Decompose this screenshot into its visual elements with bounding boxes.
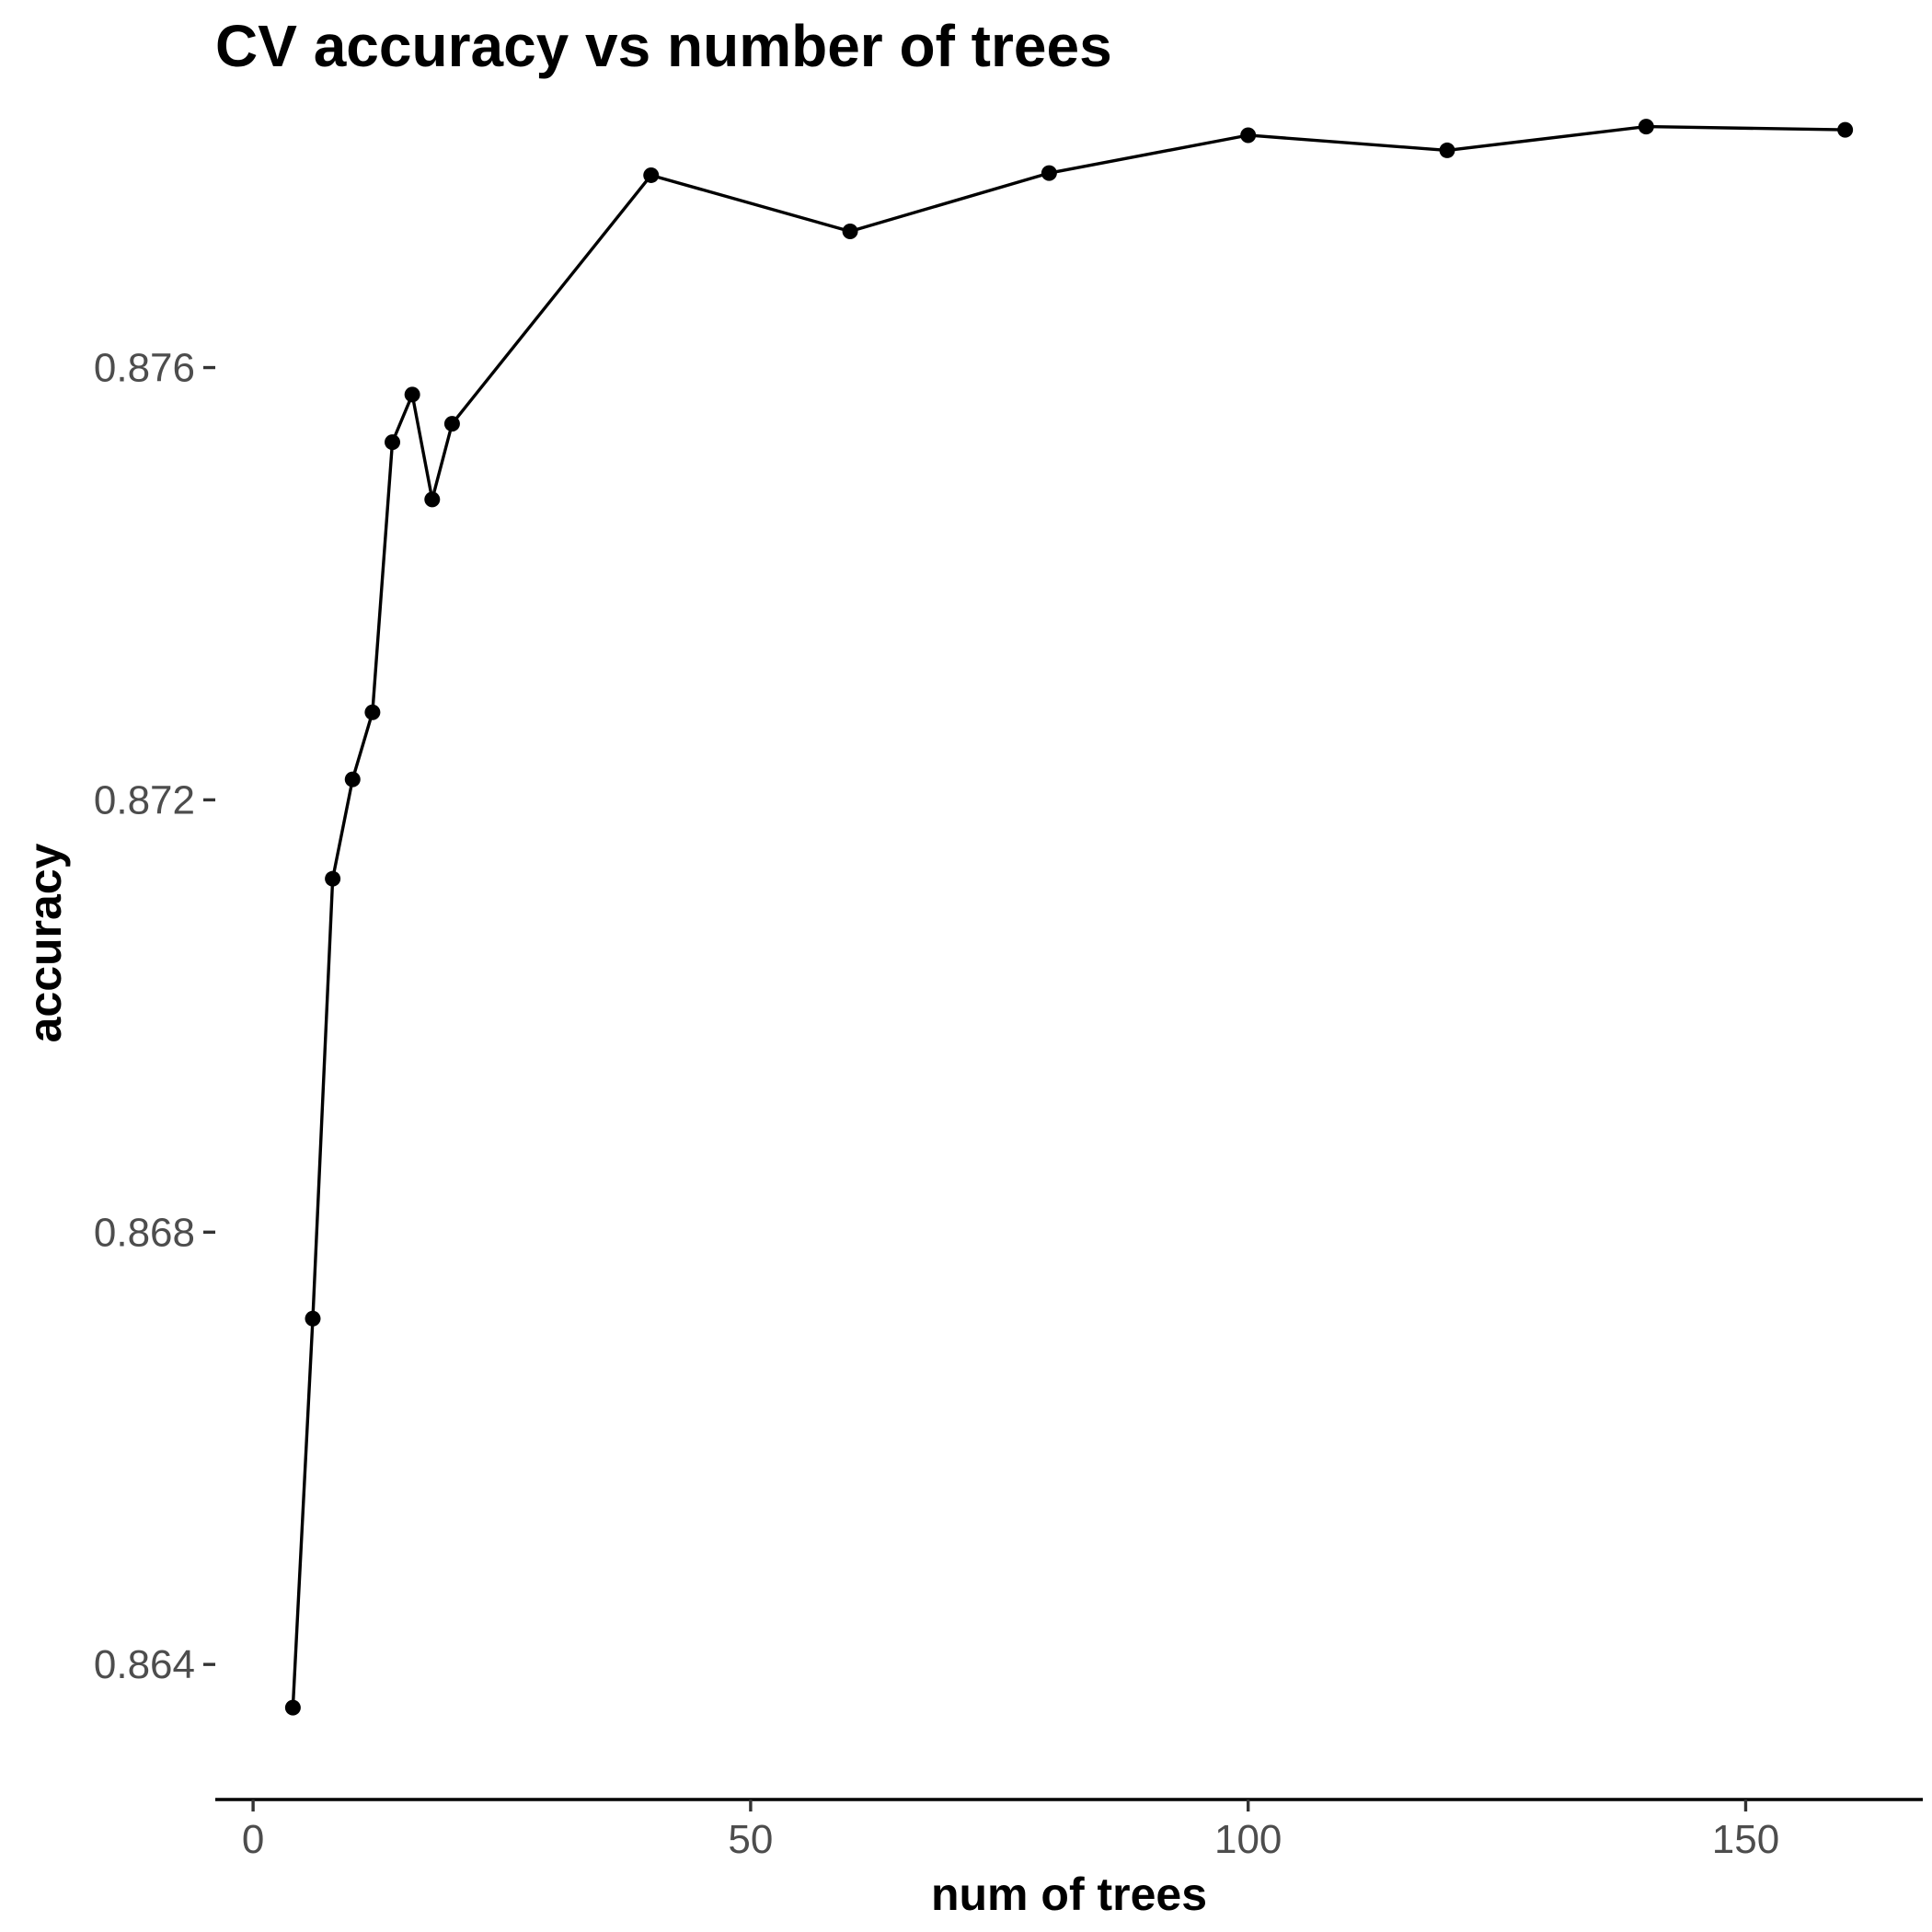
data-point bbox=[325, 870, 341, 887]
data-point bbox=[443, 416, 460, 432]
data-point bbox=[1439, 142, 1455, 158]
data-point bbox=[404, 386, 420, 403]
series-line bbox=[291, 124, 1846, 1708]
y-axis: 0.864 0.868 0.872 0.876 bbox=[94, 346, 215, 1687]
data-point bbox=[344, 771, 361, 788]
y-tick-label: 0.864 bbox=[94, 1642, 195, 1687]
y-tick-label: 0.868 bbox=[94, 1210, 195, 1255]
data-point bbox=[1638, 119, 1654, 135]
y-tick-label: 0.876 bbox=[94, 346, 195, 391]
chart-title: CV accuracy vs number of trees bbox=[215, 13, 1112, 79]
x-tick-label: 150 bbox=[1712, 1817, 1779, 1862]
data-point bbox=[842, 224, 858, 240]
data-point bbox=[284, 1699, 301, 1716]
x-axis-title: num of trees bbox=[931, 1869, 1207, 1920]
data-point bbox=[305, 1310, 321, 1327]
data-point bbox=[1041, 165, 1057, 181]
x-tick-label: 100 bbox=[1214, 1817, 1282, 1862]
data-point bbox=[1240, 127, 1257, 144]
x-tick-label: 50 bbox=[728, 1817, 773, 1862]
x-axis: 0 50 100 150 bbox=[215, 1798, 1923, 1862]
y-tick-label: 0.872 bbox=[94, 777, 195, 822]
data-point bbox=[424, 491, 441, 508]
plot-area bbox=[284, 119, 1854, 1716]
data-point bbox=[364, 704, 381, 720]
data-point bbox=[1837, 121, 1854, 138]
data-point bbox=[385, 434, 401, 451]
data-point bbox=[643, 167, 660, 183]
x-tick-label: 0 bbox=[242, 1817, 264, 1862]
y-axis-title: accuracy bbox=[19, 843, 71, 1042]
